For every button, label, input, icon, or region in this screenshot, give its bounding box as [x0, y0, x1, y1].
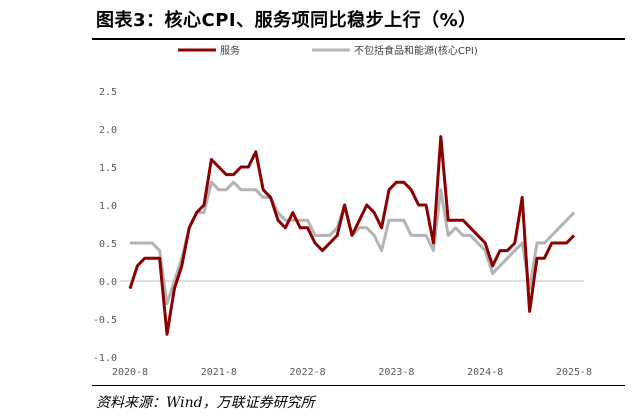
footer-rule	[92, 385, 625, 386]
x-tick-label: 2025-8	[556, 367, 592, 378]
y-tick-label: 0.5	[99, 239, 117, 250]
y-tick-label: -0.5	[93, 315, 117, 326]
legend: 服务 不包括食品和能源(核心CPI)	[178, 44, 478, 57]
source-note: 资料来源：Wind，万联证券研究所	[96, 395, 315, 411]
y-tick-label: 0.0	[99, 277, 117, 288]
x-tick-label: 2024-8	[467, 367, 503, 378]
x-tick-label: 2021-8	[201, 367, 237, 378]
x-axis: 2020-8 2021-8 2022-8 2023-8 2024-8 2025-8	[112, 280, 592, 378]
y-tick-label: 2.0	[99, 125, 117, 136]
series-line-services	[128, 135, 576, 336]
x-tick-label: 2023-8	[378, 367, 414, 378]
y-axis: -1.0 -0.5 0.0 0.5 1.0 1.5 2.0 2.5	[93, 87, 117, 364]
series-line-core-cpi	[130, 180, 576, 306]
y-tick-label: 1.0	[99, 201, 117, 212]
y-tick-label: -1.0	[93, 353, 117, 364]
y-tick-label: 2.5	[99, 87, 117, 98]
line-chart: 服务 不包括食品和能源(核心CPI) -1.0 -0.5 0.0 0.5 1.0 1.5 2…	[93, 44, 592, 378]
page-title: 图表3：核心CPI、服务项同比稳步上行（%）	[96, 10, 477, 31]
y-tick-label: 1.5	[99, 163, 117, 174]
legend-label-services: 服务	[220, 44, 240, 57]
title-rule	[92, 38, 625, 40]
x-tick-label: 2020-8	[112, 367, 148, 378]
x-tick-label: 2022-8	[290, 367, 326, 378]
series-layer	[128, 135, 576, 336]
legend-label-core-cpi: 不包括食品和能源(核心CPI)	[354, 44, 478, 57]
